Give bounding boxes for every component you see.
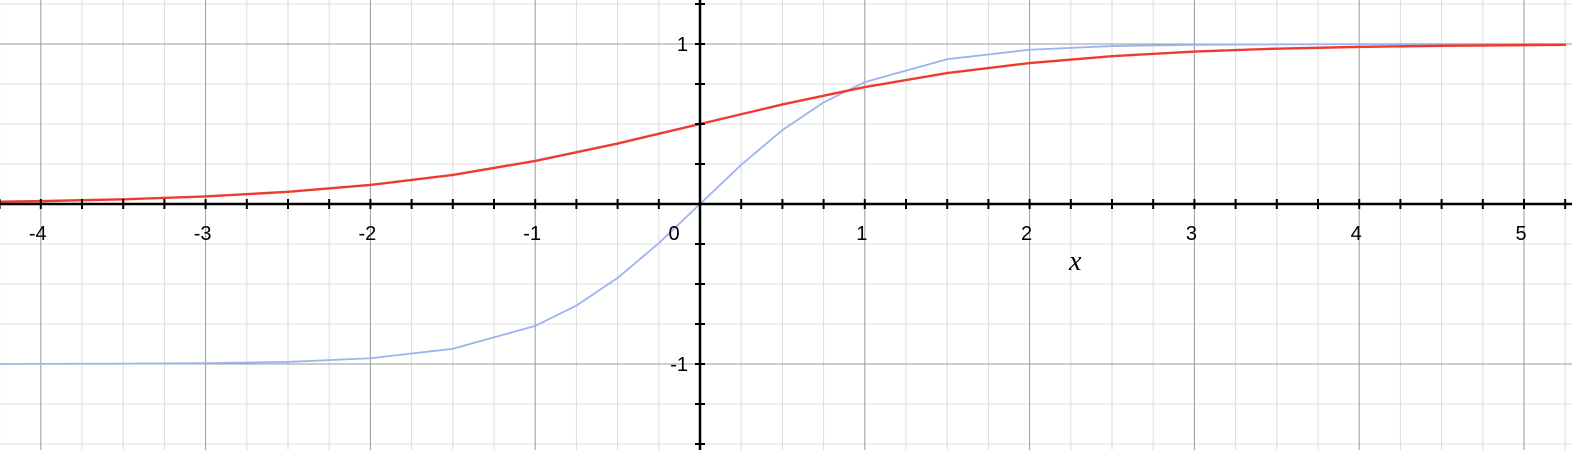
x-tick-label: 1 [856, 223, 867, 245]
x-tick-label: -4 [29, 223, 47, 245]
series-layer [0, 43, 1567, 365]
x-tick-label: 4 [1351, 223, 1362, 245]
x-tick-label: 2 [1021, 223, 1032, 245]
x-tick-label: 3 [1186, 223, 1197, 245]
y-tick-label: 1 [677, 34, 688, 56]
x-tick-label: -1 [523, 223, 541, 245]
y-tick-label: -1 [670, 354, 688, 376]
x-axis-label: x [1068, 246, 1082, 277]
x-tick-label: 0 [668, 223, 679, 245]
x-tick-label: 5 [1515, 223, 1526, 245]
series-line [0, 43, 1567, 365]
tick-labels: -4 -3 -2 -1 0 1 2 3 4 5 1 -1 [29, 34, 1527, 376]
axis-ticks [0, 3, 1567, 445]
x-tick-label: -2 [359, 223, 377, 245]
series-line [0, 43, 1567, 203]
x-tick-label: -3 [194, 223, 212, 245]
